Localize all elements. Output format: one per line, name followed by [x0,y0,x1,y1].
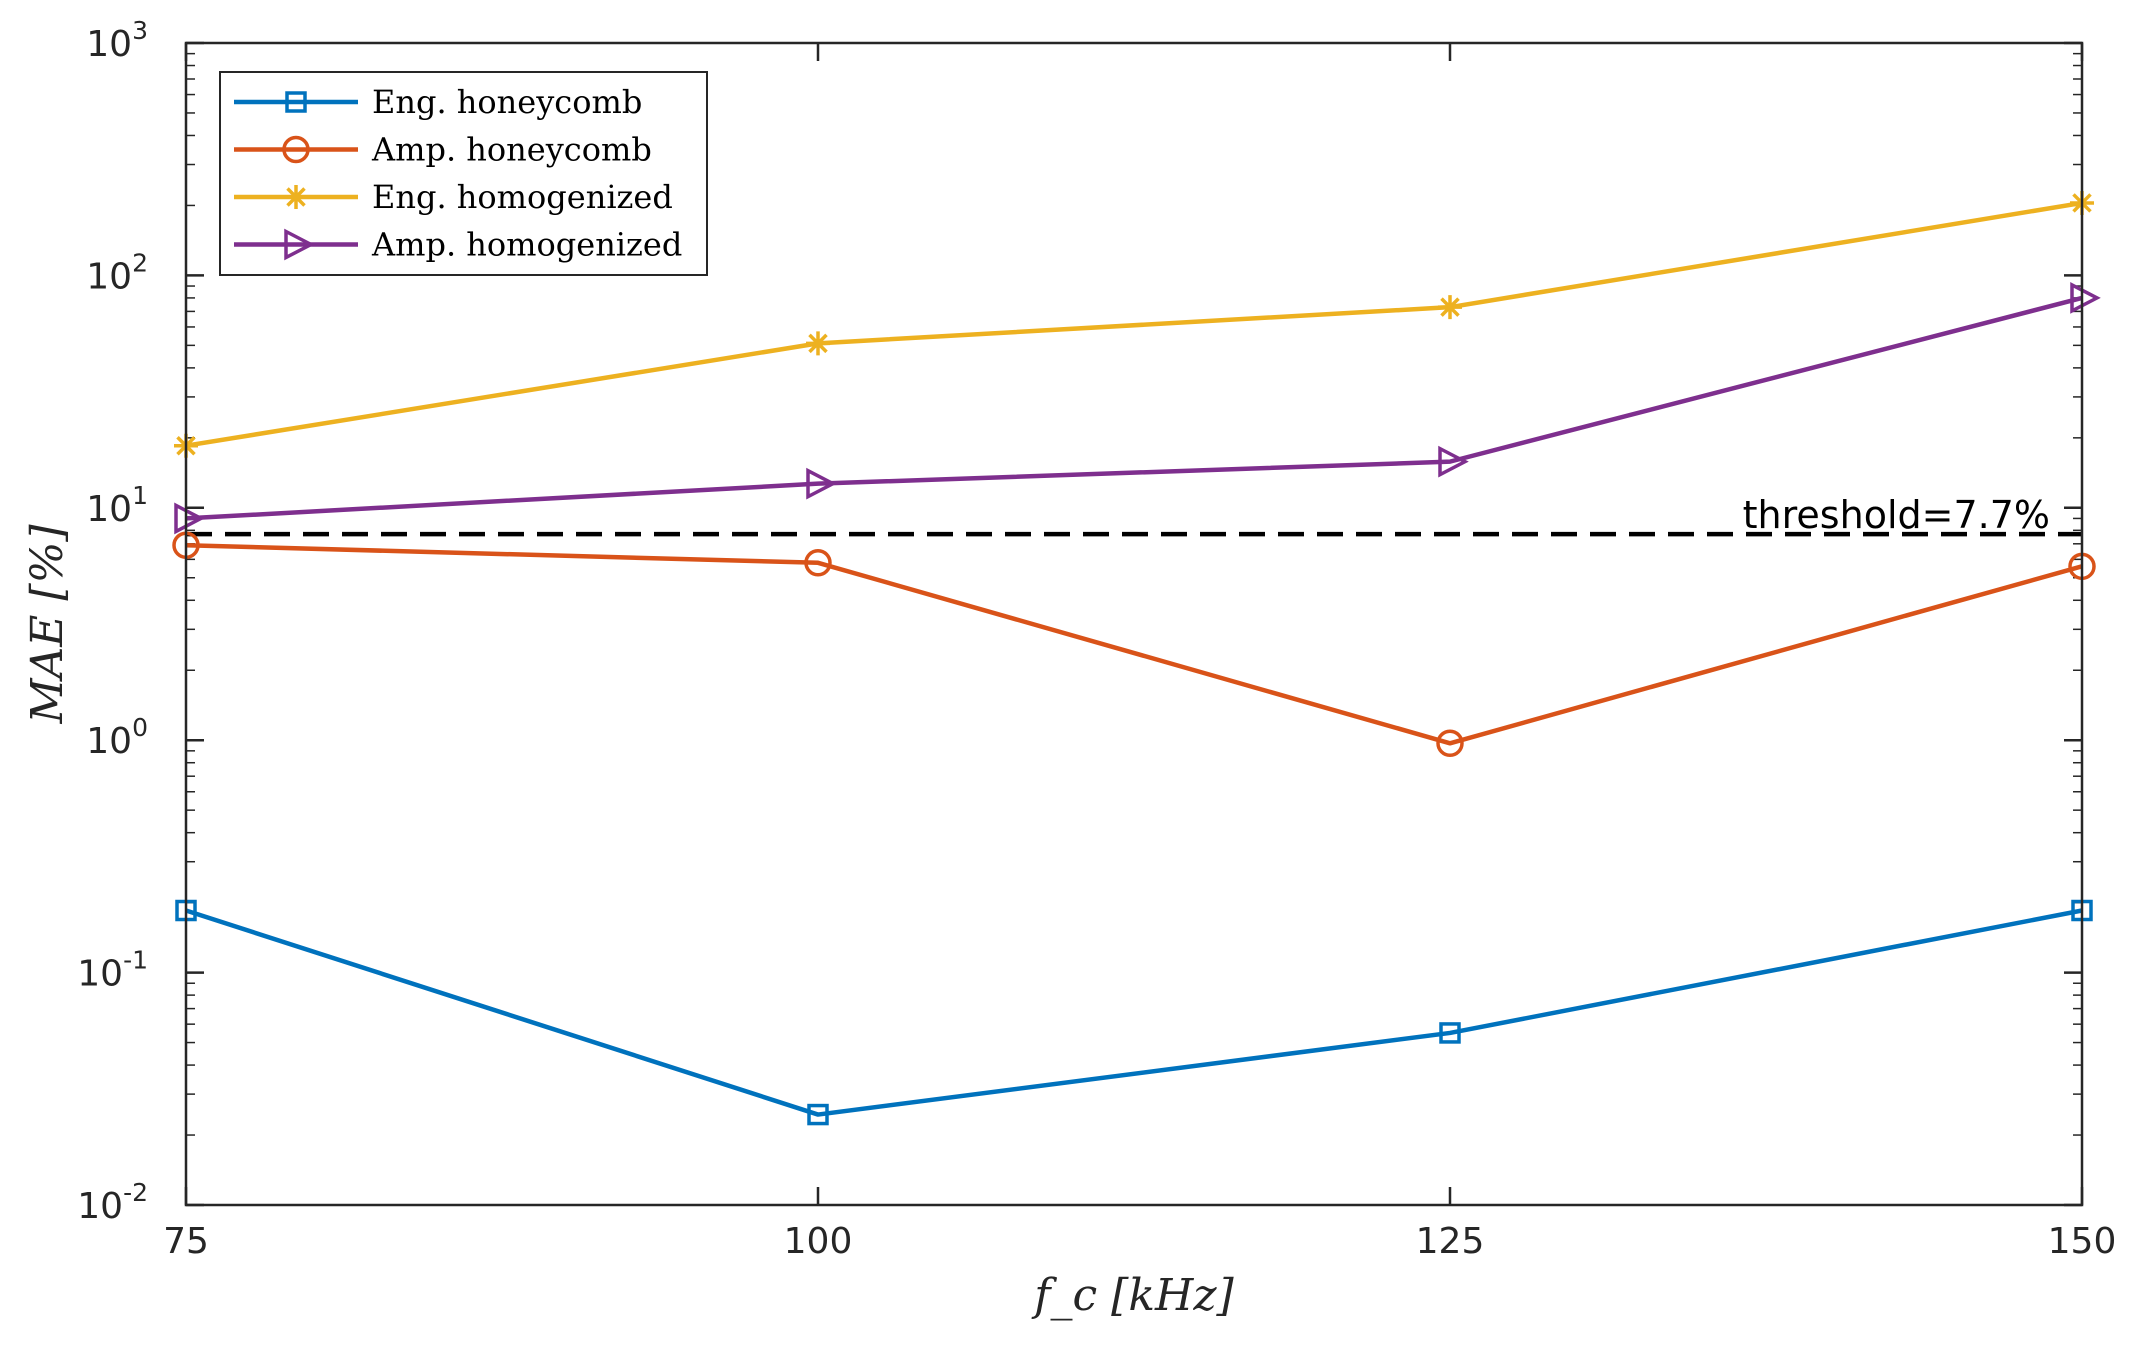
y-axis-title: MAE [%] [22,524,73,725]
circle-marker [282,135,310,164]
legend-label: Amp. homogenized [371,226,682,264]
x-tick-label: 150 [2048,1221,2117,1262]
ticks-layer: 75 100 125 150 10-2 10-1 100 101 102 103 [77,16,2116,1262]
legend-item: Amp. homogenized [234,226,682,264]
square-marker [1439,1022,1461,1044]
series-line [185,543,2083,746]
x-tick-label: 100 [784,1221,853,1262]
threshold-label: threshold=7.7% [1743,493,2050,537]
circle-marker [804,549,832,577]
legend-label: Eng. homogenized [372,178,673,216]
legend-item: Eng. homogenized [234,178,673,216]
legend-label: Amp. honeycomb [371,131,652,169]
y-tick-label: 103 [86,16,148,65]
y-tick-label: 10-1 [77,946,148,995]
asterisk-marker [284,185,308,209]
y-tick-label: 102 [86,248,148,297]
legend-label: Eng. honeycomb [372,83,642,121]
axes-box [184,41,2084,1207]
triangle-marker [174,502,205,535]
series-line [185,200,2083,448]
x-tick-label: 125 [1416,1221,1485,1262]
triangle-marker [806,467,837,500]
legend-item: Amp. honeycomb [234,131,652,169]
series-amp-honeycomb [172,531,2096,758]
square-marker [285,91,307,113]
triangle-marker [284,228,315,261]
x-tick-label: 75 [163,1221,209,1262]
y-tick-label: 101 [86,481,148,530]
square-marker [807,1103,829,1126]
legend-item: Eng. honeycomb [234,83,642,121]
asterisk-marker [1438,295,1462,320]
series-line [185,295,2083,521]
series-amp-homogenized [174,282,2101,535]
triangle-marker [1438,445,1469,478]
series-line [185,908,2083,1117]
circle-marker [1436,729,1464,758]
y-tick-label: 10-2 [77,1178,148,1227]
legend: Eng. honeycomb Amp. honeycomb Eng. homogen… [219,71,708,276]
y-tick-label: 100 [86,713,148,762]
x-axis-title: f_c [kHz] [1031,1270,1234,1321]
triangle-marker [2070,282,2101,314]
asterisk-marker [806,331,830,356]
